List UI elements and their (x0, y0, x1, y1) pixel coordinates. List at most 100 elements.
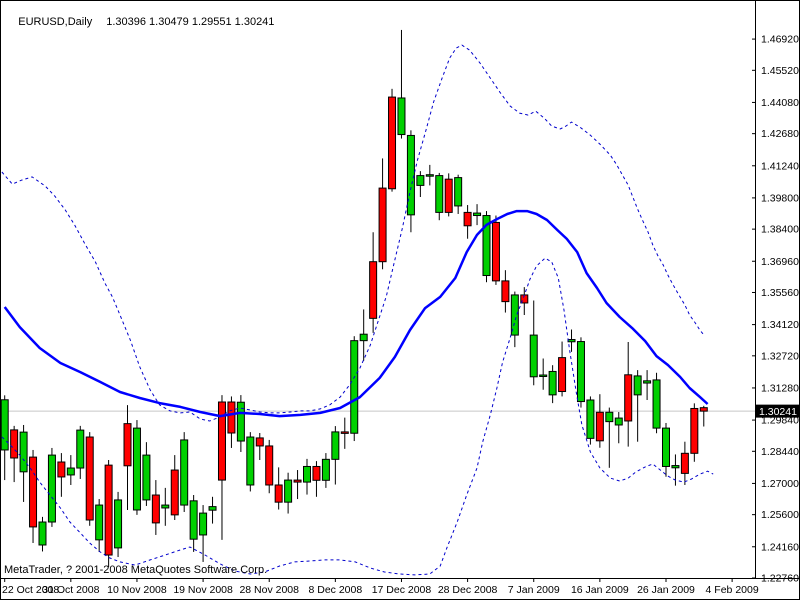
candle-body (605, 411, 614, 423)
candle-body (680, 452, 689, 474)
candle-body (435, 175, 444, 213)
y-axis-label: 1.41240 (761, 160, 799, 172)
y-axis-label: 1.38400 (761, 224, 799, 236)
candle-body (132, 427, 141, 511)
candle-body (510, 294, 519, 336)
candle-body (85, 436, 94, 521)
y-axis-label: 1.27000 (761, 478, 799, 490)
candle-body (161, 504, 170, 509)
candle-body (529, 334, 538, 378)
y-axis-label: 1.45520 (761, 65, 799, 77)
y-axis-label: 1.44080 (761, 97, 799, 109)
candle-body (227, 401, 236, 434)
candle-body (170, 469, 179, 516)
candle-body (123, 423, 132, 467)
y-axis-label: 1.31280 (761, 382, 799, 394)
y-axis-label: 1.24160 (761, 541, 799, 553)
moving-average-line (3, 209, 709, 418)
x-axis-label: 26 Jan 2009 (637, 584, 695, 596)
y-axis-label: 1.25600 (761, 509, 799, 521)
candle-body (548, 370, 557, 396)
bollinger-upper-band (1, 44, 706, 422)
candle-body (10, 429, 19, 459)
y-axis-label: 1.32720 (761, 350, 799, 362)
candle-body (255, 437, 264, 447)
chart-title: EURUSD,Daily 1.30396 1.30479 1.29551 1.30… (6, 4, 274, 40)
candle-body (388, 96, 397, 190)
x-axis-label: 4 Feb 2009 (706, 584, 759, 596)
candle-body (425, 174, 434, 177)
candle-body (340, 431, 349, 434)
candle-body (321, 458, 330, 481)
candle-body (303, 465, 312, 483)
candle-body (491, 221, 500, 282)
candle-body (114, 499, 123, 549)
candle-body (180, 439, 189, 506)
current-price-badge-label: 1.30241 (759, 406, 797, 418)
candle-body (19, 431, 28, 473)
y-axis-label: 1.28440 (761, 446, 799, 458)
candle-body (265, 445, 274, 486)
candle-body (217, 401, 226, 481)
candle-body (671, 465, 680, 469)
candle-body (624, 374, 633, 422)
candle-body (199, 512, 208, 536)
candle-body (312, 465, 321, 481)
bollinger-lower-band (1, 257, 714, 576)
x-axis-label: 10 Nov 2008 (107, 584, 167, 596)
y-axis-label: 1.39800 (761, 192, 799, 204)
x-axis-label: 28 Dec 2008 (438, 584, 498, 596)
candle-body (539, 374, 548, 378)
x-axis-label: 7 Jan 2009 (508, 584, 560, 596)
candle-body (643, 380, 652, 384)
candle-body (0, 399, 9, 451)
candle-body (558, 357, 567, 393)
candle-body (104, 464, 113, 556)
x-axis-label: 31 Oct 2008 (42, 584, 99, 596)
candle-body (378, 187, 387, 263)
y-axis-label: 1.36960 (761, 256, 799, 268)
candle-body (652, 379, 661, 429)
candle-body (66, 467, 75, 476)
x-axis-label: 8 Dec 2008 (308, 584, 362, 596)
chart-symbol-period: EURUSD,Daily (18, 16, 93, 28)
candle-body (189, 500, 198, 540)
candle-body (236, 401, 245, 442)
candle-body (359, 333, 368, 342)
candle-body (57, 461, 66, 478)
candle-body (614, 417, 623, 426)
candle-body (586, 399, 595, 439)
candle-body (444, 178, 453, 213)
candle-body (76, 429, 85, 469)
candle-body (576, 341, 585, 403)
candle-body (416, 175, 425, 186)
candle-body (661, 427, 670, 467)
current-price-badge (756, 404, 800, 418)
candle-body (38, 521, 47, 546)
x-axis-label: 16 Jan 2009 (571, 584, 629, 596)
chart-ohlc-values: 1.30396 1.30479 1.29551 1.30241 (106, 16, 275, 28)
candle-body (482, 215, 491, 277)
copyright-watermark: MetaTrader, ? 2001-2008 MetaQuotes Softw… (4, 564, 268, 576)
candle-body (473, 212, 482, 217)
candle-body (293, 479, 302, 483)
candle-body (463, 211, 472, 227)
candle-body (633, 375, 642, 396)
candle-body (397, 97, 406, 136)
candle-body (95, 504, 104, 541)
candle-body (369, 261, 378, 319)
y-axis-label: 1.34120 (761, 319, 799, 331)
candle-body (699, 407, 708, 412)
candle-body (274, 484, 283, 503)
candle-body (595, 411, 604, 442)
y-axis-label: 1.46920 (761, 34, 799, 46)
candle-body (151, 494, 160, 524)
candle-body (690, 407, 699, 454)
candle-body (567, 339, 576, 343)
candle-body (284, 479, 293, 503)
candle-body (29, 456, 38, 528)
y-axis-label: 1.22760 (761, 573, 799, 585)
candle-body (47, 454, 56, 523)
